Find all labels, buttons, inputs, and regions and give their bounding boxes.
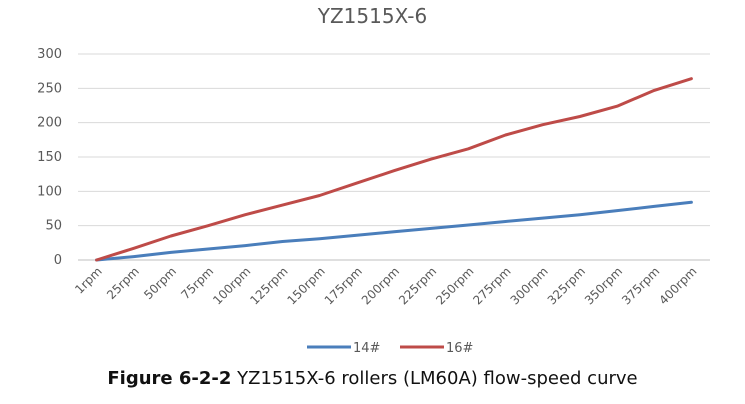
x-tick-label: 400rpm bbox=[656, 264, 699, 307]
y-tick-label: 150 bbox=[37, 150, 62, 165]
y-tick-label: 300 bbox=[37, 47, 62, 62]
x-tick-label: 50rpm bbox=[141, 264, 179, 302]
x-tick-label: 200rpm bbox=[359, 264, 402, 307]
y-tick-label: 50 bbox=[45, 219, 62, 234]
x-tick-label: 275rpm bbox=[470, 264, 513, 307]
x-tick-label: 225rpm bbox=[396, 264, 439, 307]
x-tick-label: 150rpm bbox=[285, 264, 328, 307]
x-tick-label: 250rpm bbox=[433, 264, 476, 307]
x-tick-label: 300rpm bbox=[508, 264, 551, 307]
y-tick-label: 0 bbox=[54, 253, 62, 268]
figure-caption-text: YZ1515X-6 rollers (LM60A) flow-speed cur… bbox=[231, 368, 638, 389]
y-tick-label: 200 bbox=[37, 116, 62, 131]
y-tick-label: 250 bbox=[37, 81, 62, 96]
legend-label-14: 14# bbox=[353, 341, 380, 356]
figure-caption-label: Figure 6-2-2 bbox=[107, 368, 232, 389]
y-tick-label: 100 bbox=[37, 184, 62, 199]
x-tick-label: 1rpm bbox=[72, 264, 104, 296]
x-tick-label: 125rpm bbox=[247, 264, 290, 307]
series-line-14 bbox=[95, 200, 693, 262]
x-tick-label: 325rpm bbox=[545, 264, 588, 307]
x-tick-label: 375rpm bbox=[619, 264, 662, 307]
x-tick-label: 100rpm bbox=[210, 264, 253, 307]
x-tick-label: 350rpm bbox=[582, 264, 625, 307]
figure-caption: Figure 6-2-2 YZ1515X-6 rollers (LM60A) f… bbox=[0, 368, 745, 389]
chart-title: YZ1515X-6 bbox=[317, 4, 428, 28]
x-tick-label: 175rpm bbox=[322, 264, 365, 307]
legend-label-16: 16# bbox=[446, 341, 473, 356]
series-line-16 bbox=[95, 77, 693, 262]
x-tick-label: 25rpm bbox=[104, 264, 142, 302]
